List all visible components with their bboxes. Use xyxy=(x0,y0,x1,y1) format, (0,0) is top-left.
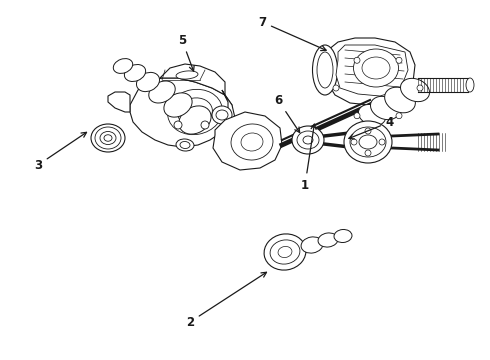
Ellipse shape xyxy=(176,139,194,151)
Ellipse shape xyxy=(317,52,333,88)
Circle shape xyxy=(174,121,182,129)
Ellipse shape xyxy=(270,240,300,264)
Ellipse shape xyxy=(180,141,190,149)
Ellipse shape xyxy=(292,126,324,154)
Polygon shape xyxy=(336,45,408,96)
Ellipse shape xyxy=(344,121,392,163)
Ellipse shape xyxy=(466,78,474,92)
Ellipse shape xyxy=(334,229,352,243)
Ellipse shape xyxy=(400,78,430,102)
Circle shape xyxy=(351,139,357,145)
Circle shape xyxy=(365,128,371,134)
Circle shape xyxy=(379,139,385,145)
Polygon shape xyxy=(108,92,130,112)
Polygon shape xyxy=(130,78,232,147)
Ellipse shape xyxy=(301,237,323,253)
Text: 3: 3 xyxy=(34,132,87,171)
Circle shape xyxy=(365,150,371,156)
Ellipse shape xyxy=(358,104,386,126)
Ellipse shape xyxy=(370,96,399,120)
Ellipse shape xyxy=(297,131,319,149)
Ellipse shape xyxy=(100,131,116,144)
Ellipse shape xyxy=(303,136,313,144)
Polygon shape xyxy=(160,64,225,95)
Text: 2: 2 xyxy=(186,272,267,328)
Circle shape xyxy=(333,85,339,91)
Ellipse shape xyxy=(353,49,398,87)
Circle shape xyxy=(396,113,402,119)
Circle shape xyxy=(354,113,360,119)
Ellipse shape xyxy=(164,93,192,117)
Ellipse shape xyxy=(216,110,228,120)
Text: 4: 4 xyxy=(349,116,394,139)
Ellipse shape xyxy=(95,127,121,149)
Text: 5: 5 xyxy=(178,33,194,71)
Ellipse shape xyxy=(137,72,160,91)
Circle shape xyxy=(201,121,209,129)
Text: 6: 6 xyxy=(274,94,300,132)
Ellipse shape xyxy=(179,106,211,134)
Ellipse shape xyxy=(176,71,198,79)
Ellipse shape xyxy=(278,247,292,257)
Ellipse shape xyxy=(168,89,222,135)
Ellipse shape xyxy=(362,57,390,79)
Polygon shape xyxy=(213,112,282,170)
Ellipse shape xyxy=(104,135,112,141)
Ellipse shape xyxy=(149,81,175,103)
Ellipse shape xyxy=(313,45,338,95)
Circle shape xyxy=(417,85,423,91)
Text: 7: 7 xyxy=(258,15,326,51)
Polygon shape xyxy=(325,38,415,105)
Text: 1: 1 xyxy=(301,124,316,192)
Circle shape xyxy=(354,57,360,63)
Ellipse shape xyxy=(350,127,386,157)
Ellipse shape xyxy=(124,64,146,81)
Ellipse shape xyxy=(177,98,212,126)
Ellipse shape xyxy=(241,133,263,151)
Ellipse shape xyxy=(231,124,273,160)
Polygon shape xyxy=(215,90,235,145)
Ellipse shape xyxy=(264,234,306,270)
Ellipse shape xyxy=(359,135,377,149)
Ellipse shape xyxy=(385,87,416,113)
Circle shape xyxy=(396,57,402,63)
Ellipse shape xyxy=(318,233,338,247)
Ellipse shape xyxy=(91,124,125,152)
Ellipse shape xyxy=(212,106,232,124)
Ellipse shape xyxy=(113,59,133,73)
